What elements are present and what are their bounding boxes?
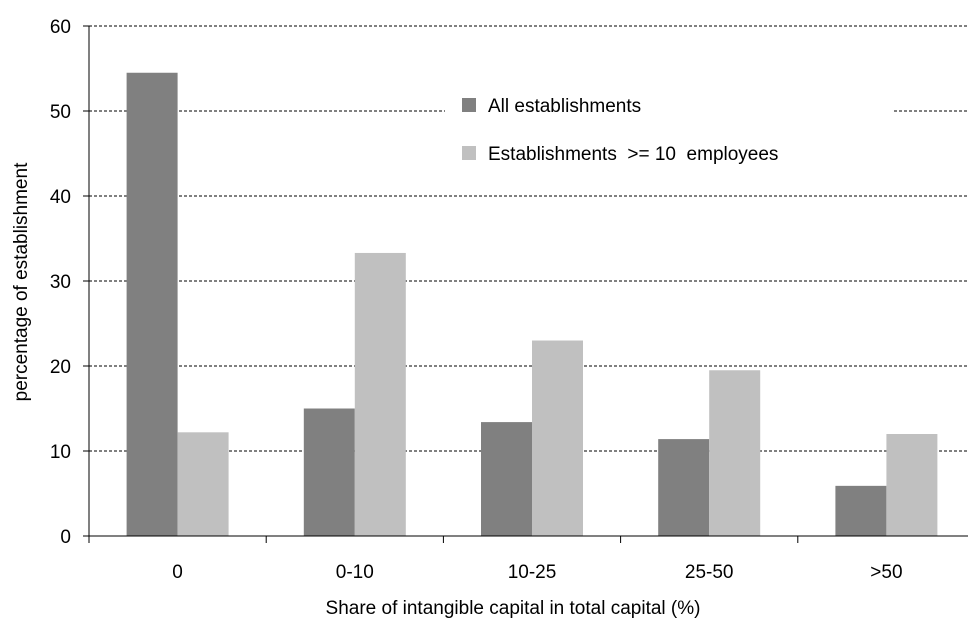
y-tick-labels: 0 10 20 30 40 50 60	[50, 17, 71, 548]
bar-establishments-10-employees-2	[532, 340, 583, 536]
y-tick-label: 40	[50, 187, 71, 208]
x-tick-label: 0	[172, 562, 183, 583]
x-axis-title: Share of intangible capital in total cap…	[326, 598, 701, 619]
x-tick-label: >50	[870, 562, 902, 583]
legend-swatch-all-establishments	[462, 98, 476, 112]
bar-all-establishments-3	[658, 439, 710, 536]
legend-label-all-establishments: All establishments	[488, 96, 641, 117]
x-tick-label: 0-10	[336, 562, 374, 583]
y-tick-label: 60	[50, 17, 71, 38]
bar-all-establishments-1	[303, 408, 355, 536]
legend-swatch-establishments-10-employees	[462, 146, 476, 160]
legend: All establishments Establishments >= 10 …	[445, 88, 893, 174]
legend-label-establishments-10-employees: Establishments >= 10 employees	[488, 144, 778, 165]
y-tick-label: 10	[50, 442, 71, 463]
x-tick-label: 10-25	[508, 562, 557, 583]
bar-all-establishments-4	[835, 485, 887, 536]
bar-establishments-10-employees-0	[177, 432, 229, 536]
bar-establishments-10-employees-4	[886, 434, 938, 536]
y-tick-label: 50	[50, 102, 71, 123]
bars	[126, 72, 938, 536]
axes	[83, 25, 968, 543]
y-tick-label: 0	[60, 527, 71, 548]
y-tick-label: 20	[50, 357, 71, 378]
legend-bg	[445, 88, 893, 174]
y-axis-title: percentage of establishment	[11, 162, 32, 401]
bar-establishments-10-employees-3	[709, 370, 761, 536]
y-tick-label: 30	[50, 272, 71, 293]
x-tick-label: 25-50	[685, 562, 734, 583]
x-tick-labels: 0 0-10 10-25 25-50 >50	[172, 562, 902, 583]
bar-all-establishments-0	[126, 72, 178, 536]
bar-all-establishments-2	[481, 422, 532, 536]
bar-establishments-10-employees-1	[354, 252, 406, 536]
